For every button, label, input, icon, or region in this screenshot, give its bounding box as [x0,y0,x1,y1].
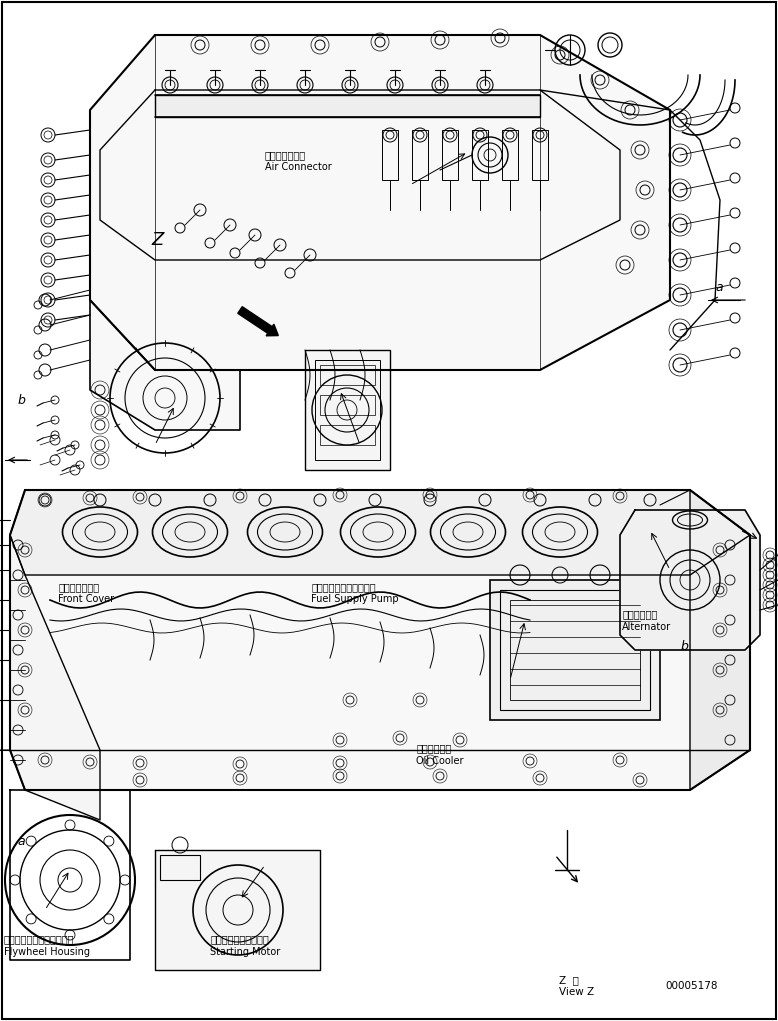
Polygon shape [10,490,750,790]
FancyArrow shape [238,306,279,336]
Polygon shape [10,490,750,575]
Text: 00005178: 00005178 [665,981,717,991]
Bar [500,590,650,710]
Bar [160,855,200,880]
Text: View Z: View Z [559,987,594,998]
Text: b: b [681,640,689,652]
Bar [320,425,375,445]
Text: Z  視: Z 視 [559,975,579,985]
Text: a: a [17,835,25,847]
Text: Air Connector: Air Connector [265,162,331,173]
Text: Fuel Supply Pump: Fuel Supply Pump [311,594,399,604]
Bar [155,95,540,117]
Text: Oil Cooler: Oil Cooler [416,756,464,766]
Bar [412,130,428,180]
Text: フライホイールハウジング: フライホイールハウジング [4,934,75,944]
Polygon shape [620,510,760,650]
Text: オイルクーラ: オイルクーラ [416,743,451,753]
Bar [320,395,375,415]
Bar [532,130,548,180]
Polygon shape [10,535,100,820]
Text: Starting Motor: Starting Motor [210,946,280,957]
Text: Flywheel Housing: Flywheel Housing [4,946,90,957]
Bar [382,130,398,180]
Text: フェエルサブライポンプ: フェエルサブライポンプ [311,582,376,592]
Text: オルタネータ: オルタネータ [622,610,657,620]
Bar [305,350,390,470]
Text: a: a [716,282,724,294]
Polygon shape [90,35,670,370]
Text: フロントカバー: フロントカバー [58,582,100,592]
Polygon shape [90,300,240,430]
Bar [472,130,488,180]
Bar [502,130,518,180]
Text: Front Cover: Front Cover [58,594,114,604]
Bar [490,580,660,720]
Text: スターティングモータ: スターティングモータ [210,934,269,944]
Polygon shape [155,850,320,970]
Bar [442,130,458,180]
Bar [320,364,375,385]
Text: b: b [17,394,25,406]
Bar [315,360,380,460]
Text: Z: Z [152,231,164,249]
Polygon shape [690,490,750,790]
Text: Alternator: Alternator [622,622,671,632]
Text: エアーコネクタ: エアーコネクタ [265,150,306,160]
Bar [510,600,640,700]
